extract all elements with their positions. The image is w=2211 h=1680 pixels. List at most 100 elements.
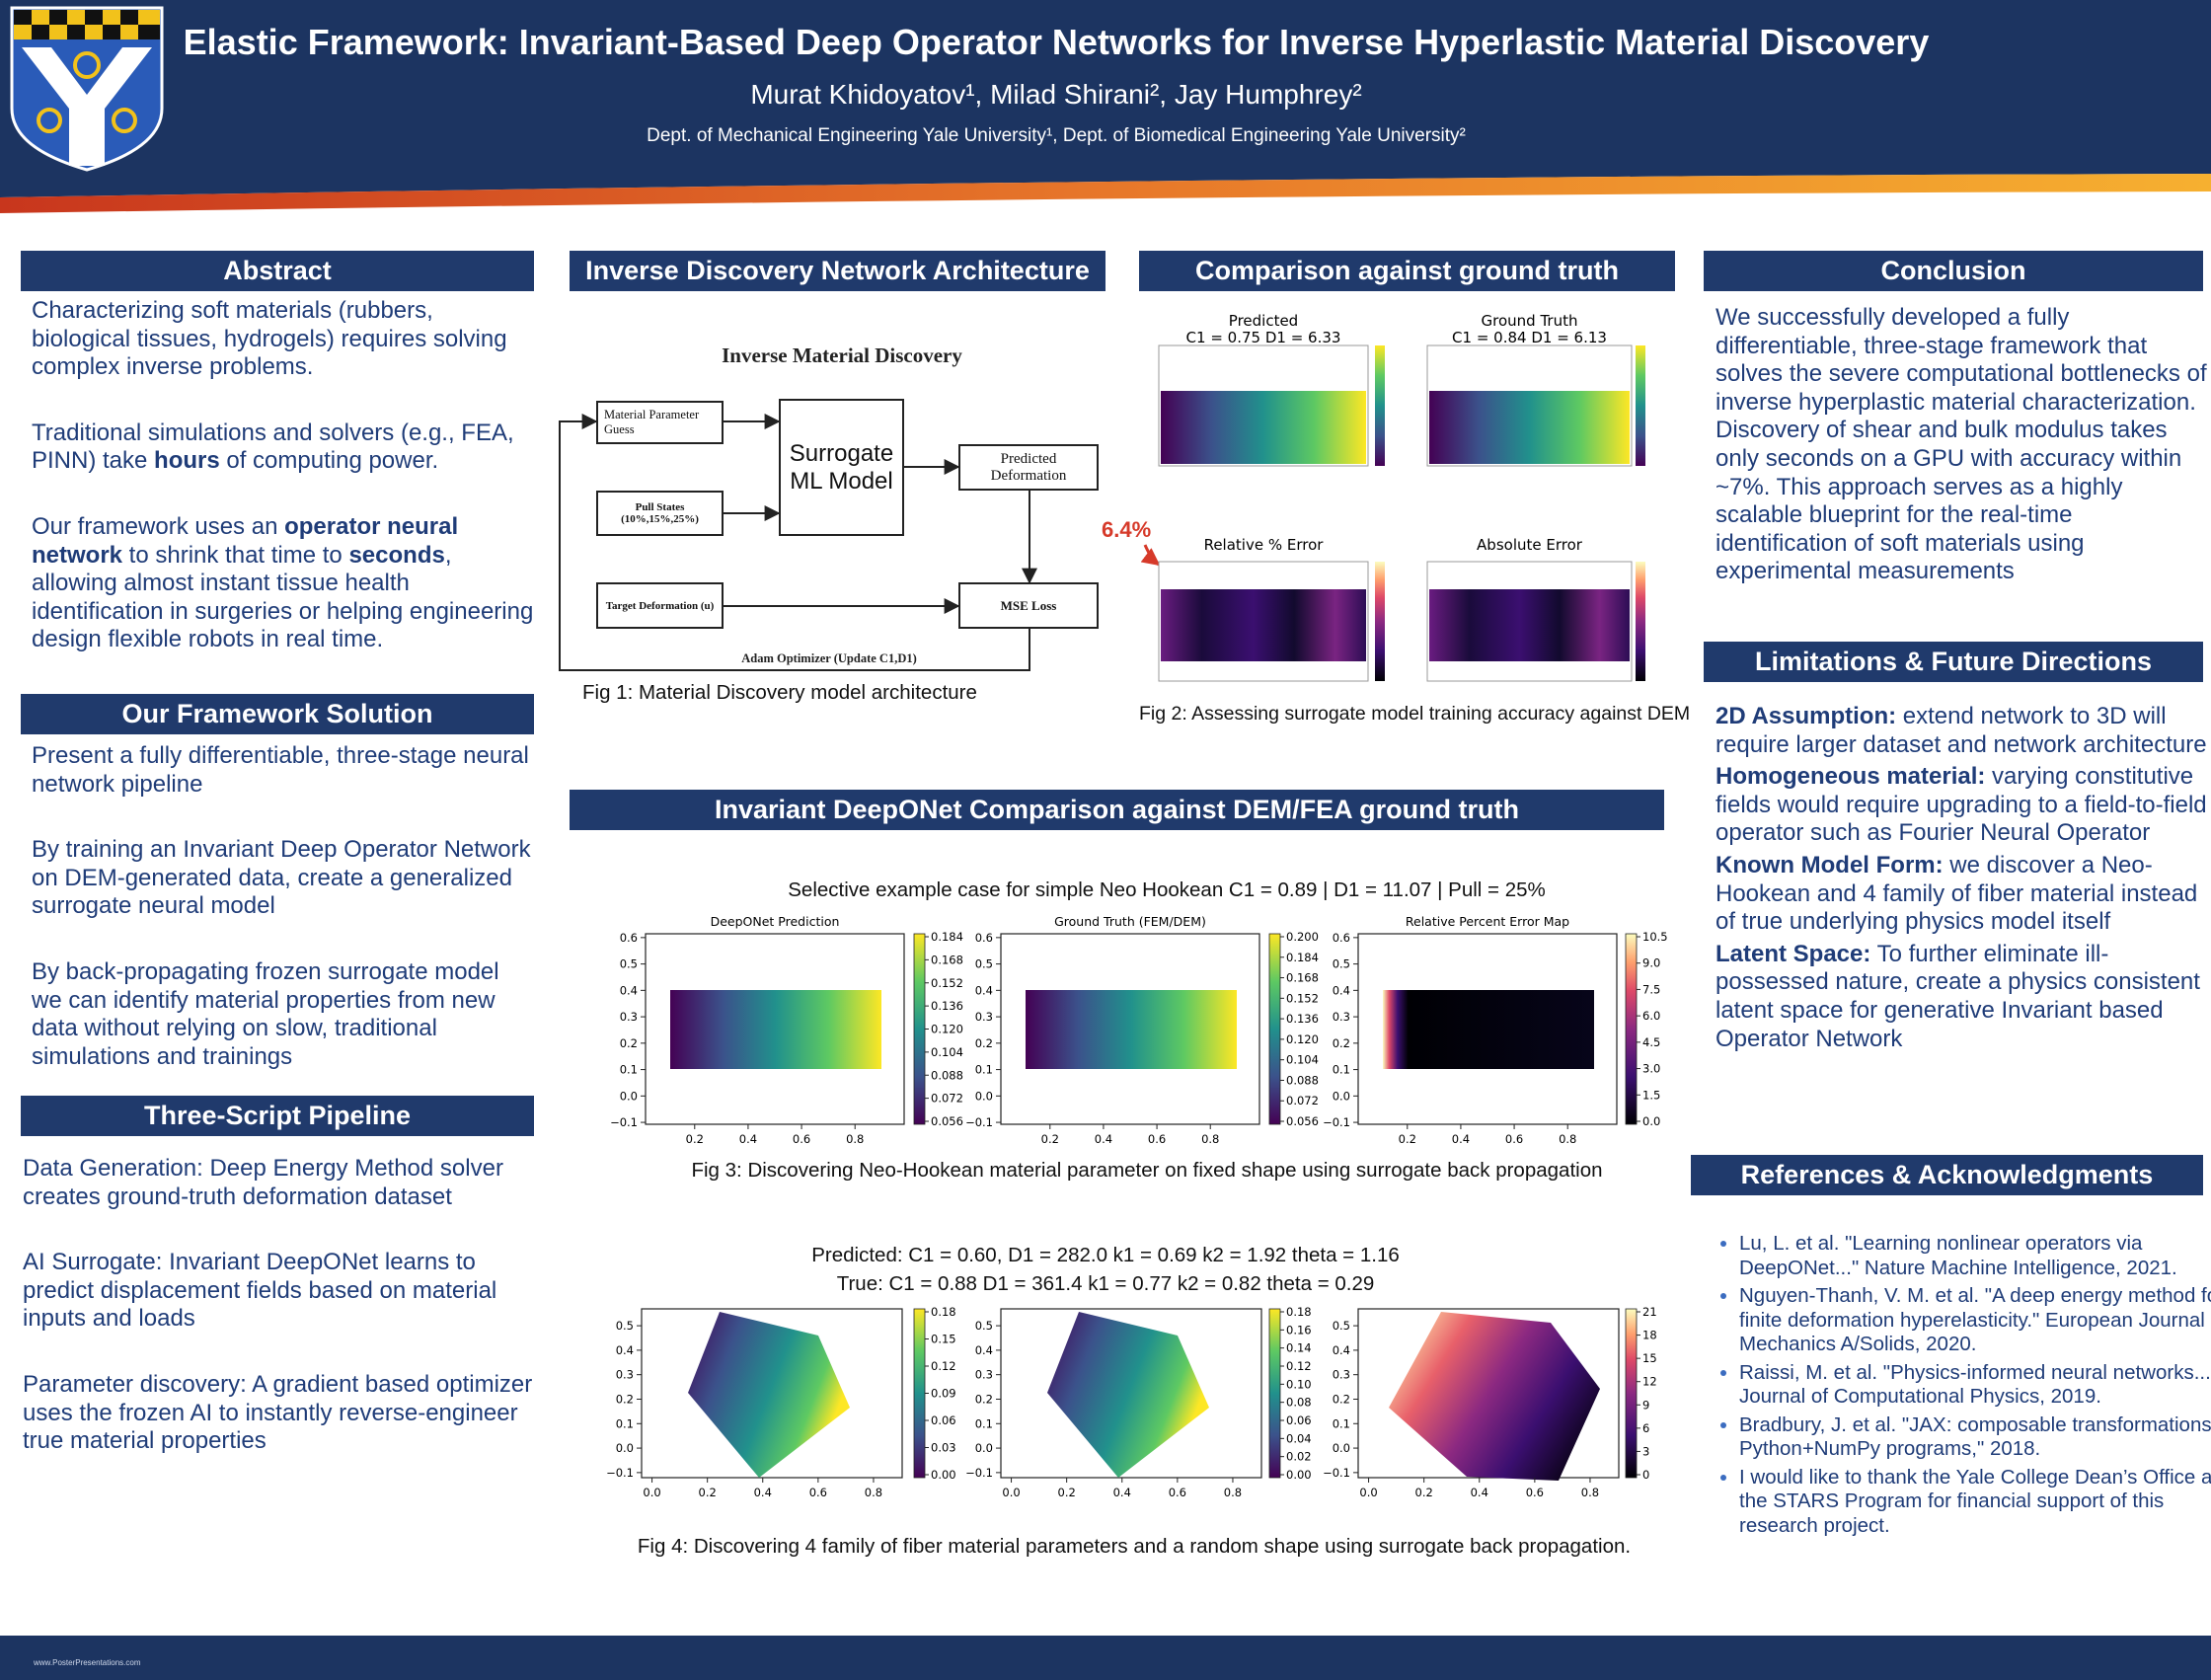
- heatmap: [1383, 990, 1594, 1069]
- colorbar: [1268, 933, 1281, 1125]
- heatmap: [1389, 1312, 1600, 1481]
- y-tick-label: 0.4: [975, 1343, 993, 1357]
- paragraph: AI Surrogate: Invariant DeepONet learns …: [23, 1249, 497, 1333]
- x-tick-label: 0.8: [846, 1132, 864, 1146]
- limitation-item: Known Model Form: we discover a Neo-Hook…: [1715, 852, 2209, 937]
- x-tick-label: 0.8: [1559, 1132, 1576, 1146]
- diagram-node: Predicted Deformation: [958, 444, 1099, 491]
- colorbar-label: 0.088: [931, 1068, 963, 1082]
- y-tick-label: 0.3: [616, 1368, 634, 1382]
- colorbar-label: 0.09: [931, 1387, 956, 1401]
- figure-caption: Fig 3: Discovering Neo-Hookean material …: [691, 1159, 1603, 1182]
- colorbar-label: 7.5: [1642, 982, 1660, 996]
- item-text: extend network to 3D will require larger…: [1715, 703, 2207, 758]
- x-tick-label: 0.2: [1058, 1486, 1076, 1499]
- heatmap: [670, 990, 881, 1069]
- footer-text: www.PosterPresentations.com: [34, 1658, 141, 1667]
- paragraph: Characterizing soft materials (rubbers, …: [32, 297, 535, 382]
- text-run: to shrink that time to: [122, 541, 349, 569]
- y-tick-label: 0.2: [975, 1392, 993, 1406]
- reference: I would like to thank the Yale College D…: [1739, 1466, 2211, 1539]
- colorbar: [913, 1308, 926, 1479]
- colorbar-label: 0.18: [1286, 1305, 1312, 1319]
- colorbar-label: 0.184: [1286, 951, 1319, 964]
- text-run: Traditional simulations and solvers (e.g…: [32, 419, 514, 475]
- y-tick-label: 0.0: [975, 1089, 993, 1103]
- heatmap: [688, 1312, 850, 1478]
- solution-text: Present a fully differentiable, three-st…: [32, 742, 535, 1108]
- section-heading: Inverse Discovery Network Architecture: [570, 251, 1106, 291]
- poster-title: Elastic Framework: Invariant-Based Deep …: [183, 22, 1930, 62]
- bold-run: operator neural network: [32, 512, 459, 569]
- heatmap: [1161, 589, 1366, 661]
- colorbar: [1375, 562, 1385, 681]
- y-tick-label: 0.3: [620, 1010, 638, 1024]
- colorbar-label: 0.200: [1286, 930, 1319, 944]
- colorbar-label: 0.03: [931, 1441, 956, 1455]
- colorbar-label: 9: [1642, 1398, 1649, 1412]
- paragraph: Data Generation: Deep Energy Method solv…: [23, 1155, 503, 1210]
- colorbar-label: 18: [1642, 1329, 1657, 1342]
- section-heading: Limitations & Future Directions: [1704, 642, 2203, 682]
- y-tick-label: 0.0: [1333, 1089, 1350, 1103]
- item-text: To further eliminate ill-possessed natur…: [1715, 940, 2200, 1052]
- colorbar-label: 0.104: [1286, 1053, 1319, 1067]
- y-tick-label: 0.3: [975, 1010, 993, 1024]
- x-tick-label: 0.6: [1505, 1132, 1523, 1146]
- colorbar-label: 0.16: [1286, 1323, 1312, 1336]
- y-tick-label: 0.1: [975, 1063, 993, 1077]
- item-head: Latent Space:: [1715, 940, 1871, 967]
- diagram-node: Material Parameter Guess: [596, 401, 724, 444]
- y-tick-label: 0.3: [1333, 1368, 1350, 1382]
- figure-caption: Fig 4: Discovering 4 family of fiber mat…: [637, 1535, 1632, 1558]
- diagram-node: Pull States (10%,15%,25%): [596, 491, 724, 536]
- logo: [10, 6, 164, 172]
- colorbar-label: 0.104: [931, 1045, 963, 1059]
- colorbar-label: 0.00: [931, 1468, 956, 1482]
- diagram-node: Surrogate ML Model: [779, 399, 904, 536]
- colorbar-label: 6: [1642, 1421, 1649, 1435]
- x-tick-label: 0.0: [1359, 1486, 1377, 1499]
- x-tick-label: 0.2: [1415, 1486, 1433, 1499]
- abstract-text: Characterizing soft materials (rubbers, …: [32, 297, 535, 692]
- y-tick-label: 0.0: [616, 1441, 634, 1455]
- header-band: [0, 0, 2211, 197]
- limitation-item: 2D Assumption: extend network to 3D will…: [1715, 703, 2209, 759]
- y-tick-label: 0.5: [616, 1319, 634, 1333]
- y-tick-label: 0.5: [620, 957, 638, 971]
- colorbar-label: 0.152: [1286, 991, 1319, 1005]
- figure-subtitle: Selective example case for simple Neo Ho…: [788, 878, 1546, 901]
- colorbar-label: 0.08: [1286, 1396, 1312, 1410]
- panel-title: Ground Truth (FEM/DEM): [1054, 914, 1206, 929]
- y-tick-label: −0.1: [610, 1115, 638, 1129]
- section-heading: Conclusion: [1704, 251, 2203, 291]
- colorbar-label: 10.5: [1642, 930, 1668, 944]
- section-heading: Three-Script Pipeline: [21, 1096, 534, 1136]
- colorbar-label: 0.18: [931, 1305, 956, 1319]
- item-head: Homogeneous material:: [1715, 763, 1986, 791]
- x-tick-label: 0.6: [1169, 1486, 1186, 1499]
- y-tick-label: −0.1: [965, 1115, 993, 1129]
- figure-caption: Fig 2: Assessing surrogate model trainin…: [1139, 703, 1691, 725]
- panel-title: DeepONet Prediction: [711, 914, 840, 929]
- item-text: we discover a Neo-Hookean and 4 family o…: [1715, 851, 2198, 936]
- text-run: , allowing almost instant tissue health …: [32, 541, 534, 653]
- colorbar-label: 0.00: [1286, 1468, 1312, 1482]
- x-tick-label: 0.2: [1399, 1132, 1416, 1146]
- y-tick-label: 0.1: [975, 1416, 993, 1430]
- pipeline-text: Data Generation: Deep Energy Method solv…: [23, 1155, 534, 1493]
- limitation-item: Latent Space: To further eliminate ill-p…: [1715, 941, 2209, 1053]
- x-tick-label: 0.8: [865, 1486, 882, 1499]
- reference: Raissi, M. et al. "Physics-informed neur…: [1739, 1361, 2211, 1410]
- colorbar-label: 0.168: [931, 953, 963, 966]
- x-tick-label: 0.8: [1201, 1132, 1219, 1146]
- section-heading: References & Acknowledgments: [1691, 1155, 2203, 1195]
- colorbar-label: 0.0: [1642, 1114, 1660, 1128]
- colorbar-label: 0.184: [931, 930, 963, 944]
- panel-params: C1 = 0.84 D1 = 6.13: [1452, 329, 1607, 346]
- x-tick-label: 0.6: [809, 1486, 827, 1499]
- colorbar-label: 0.12: [931, 1359, 956, 1373]
- colorbar-label: 0.136: [1286, 1012, 1319, 1026]
- y-tick-label: 0.6: [975, 931, 993, 945]
